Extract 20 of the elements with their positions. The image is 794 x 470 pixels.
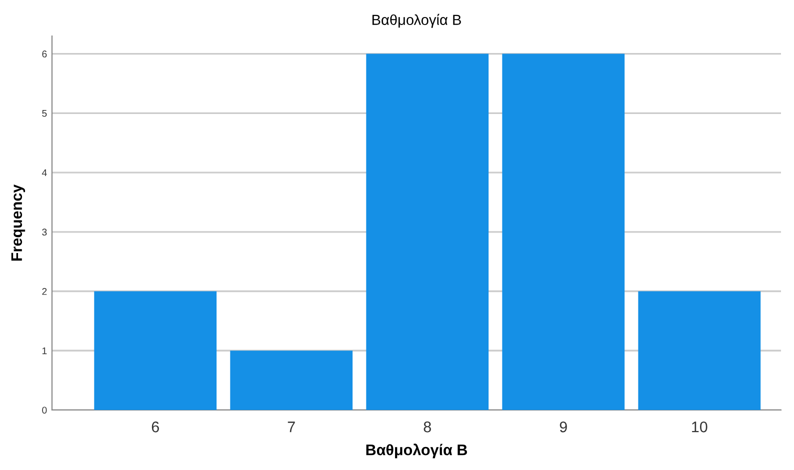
bar [366,54,489,410]
x-tick-label: 8 [424,422,431,432]
x-tick-label: 6 [152,422,159,432]
y-tick-label: 3 [42,228,47,236]
y-axis-title: Frequency [11,184,26,261]
x-tick-label: 7 [288,422,295,432]
y-tick-label: 1 [42,347,47,354]
bar [94,291,217,410]
y-tick-label: 4 [42,169,47,176]
y-tick-label: 5 [42,110,47,117]
x-tick-label: 10 [692,422,708,432]
y-tick-label: 2 [42,288,47,295]
x-tick-label: 9 [560,422,567,432]
chart-title: Βαθμολογία Β [372,14,461,28]
x-axis-title: Βαθμολογία Β [366,444,468,458]
bar [230,350,353,410]
y-tick-label: 0 [42,406,47,414]
y-tick-label: 6 [42,50,47,58]
bar [638,291,761,410]
bar [502,54,625,410]
